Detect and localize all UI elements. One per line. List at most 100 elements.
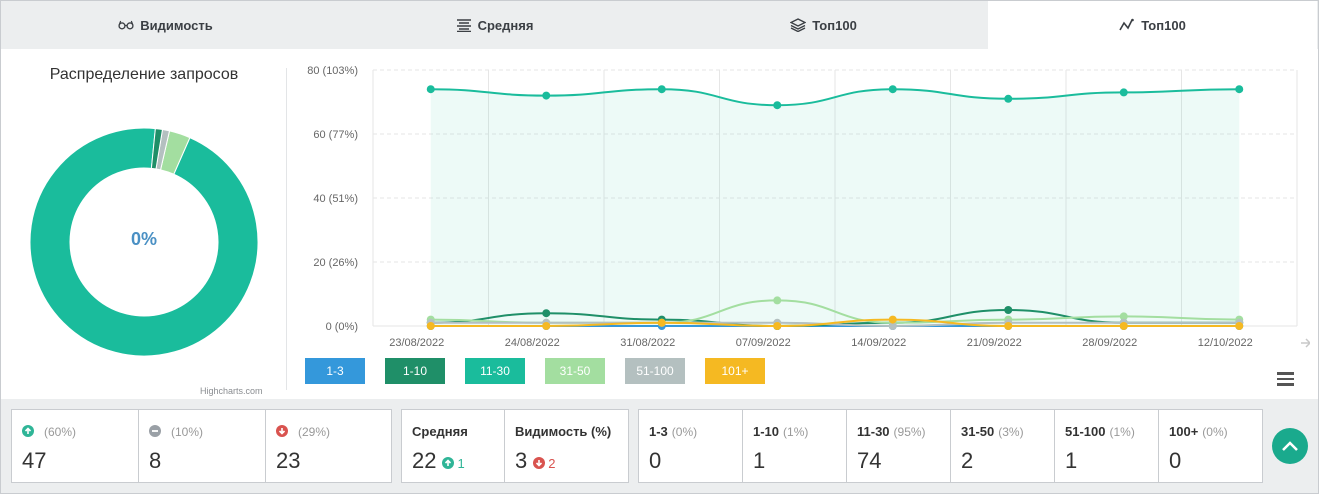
data-point[interactable] [542, 91, 551, 100]
tab-top100-chart[interactable]: Топ100 [988, 1, 1317, 49]
data-point[interactable] [1004, 94, 1013, 103]
trend-same-pct: (10%) [171, 425, 204, 439]
x-tick-label: 28/09/2022 [1082, 337, 1137, 349]
arrow-up-circle-icon [22, 425, 34, 437]
x-tick-label: 21/09/2022 [967, 337, 1022, 349]
data-point[interactable] [1235, 85, 1244, 94]
data-point[interactable] [542, 309, 551, 318]
tab-bar: Видимость Средняя Топ100 Топ100 [1, 1, 1318, 49]
data-point[interactable] [773, 296, 782, 305]
legend-item-31-50[interactable]: 31-50 [545, 358, 605, 384]
legend-item-51-100[interactable]: 51-100 [625, 358, 685, 384]
y-tick-label: 60 (77%) [313, 129, 358, 141]
data-point[interactable] [888, 315, 897, 324]
tab-label: Топ100 [812, 17, 857, 33]
trend-same-value: 8 [149, 448, 162, 473]
data-point[interactable] [888, 322, 897, 330]
scroll-to-top-button[interactable] [1272, 428, 1308, 464]
series-11-30 [426, 85, 1244, 326]
y-tick-label: 40 (51%) [313, 193, 358, 205]
visibility-label: Видимость (%) [515, 424, 612, 439]
trend-down-value: 23 [276, 448, 301, 473]
tab-visibility[interactable]: Видимость [1, 1, 330, 49]
data-point[interactable] [1119, 322, 1128, 330]
legend-item-1-3[interactable]: 1-3 [305, 358, 365, 384]
line-chart: 0 (0%) 20 (26%) 40 (51%) 60 (77%) 80 (103%) 2… [307, 65, 1310, 349]
data-point[interactable] [657, 85, 666, 94]
series-101+ [426, 315, 1244, 330]
data-point[interactable] [1004, 306, 1013, 314]
data-point[interactable] [773, 322, 782, 330]
bucket-value: 1 [1065, 448, 1078, 473]
legend-item-11-30[interactable]: 11-30 [465, 358, 525, 384]
chart-scroll-right-icon[interactable] [1301, 338, 1310, 348]
data-point[interactable] [1119, 88, 1128, 97]
trend-down-pct: (29%) [298, 425, 331, 439]
x-tick-label: 24/08/2022 [505, 337, 560, 349]
chevron-up-icon [1282, 441, 1298, 451]
data-point[interactable] [773, 101, 782, 110]
summary-box: Средняя 22 1 Видимость (%) 3 2 [401, 409, 629, 483]
trend-same-cell: (10%) 8 [139, 410, 266, 482]
bucket-cell: 51-100 (1%) 1 [1055, 410, 1159, 482]
average-cell: Средняя 22 1 [402, 410, 505, 482]
trend-down-cell: (29%) 23 [266, 410, 391, 482]
bucket-pct: (3%) [998, 425, 1024, 439]
x-tick-label: 12/10/2022 [1198, 337, 1253, 349]
series-line-101+ [430, 318, 1240, 328]
data-point[interactable] [426, 85, 435, 94]
arrow-up-circle-icon [442, 457, 455, 469]
donut-chart [29, 127, 259, 357]
data-point[interactable] [542, 322, 551, 330]
data-point[interactable] [1235, 322, 1244, 330]
highcharts-credits[interactable]: Highcharts.com [200, 386, 263, 396]
data-point[interactable] [657, 318, 666, 327]
bucket-cell: 11-30 (95%) 74 [847, 410, 951, 482]
data-point[interactable] [1004, 322, 1013, 330]
minus-circle-icon [149, 425, 161, 437]
chart-menu-icon[interactable] [1277, 372, 1294, 386]
bucket-cell: 1-3 (0%) 0 [639, 410, 743, 482]
line-chart-icon [1119, 18, 1134, 31]
y-tick-label: 20 (26%) [313, 257, 358, 269]
x-tick-label: 07/09/2022 [736, 337, 791, 349]
bucket-value: 74 [857, 448, 882, 473]
bucket-cell: 31-50 (3%) 2 [951, 410, 1055, 482]
data-point[interactable] [888, 85, 897, 94]
tab-label: Топ100 [1141, 17, 1186, 33]
bucket-pct: (0%) [671, 425, 698, 439]
x-tick-label: 23/08/2022 [389, 337, 444, 349]
trend-box: (60%) 47 (10%) 8 (29%) 23 [11, 409, 392, 483]
data-point[interactable] [1119, 312, 1128, 321]
average-label: Средняя [412, 424, 468, 439]
data-point[interactable] [426, 322, 435, 330]
bucket-label: 11-30 [857, 424, 890, 439]
donut-title: Распределение запросов [49, 66, 239, 83]
list-icon [456, 19, 471, 32]
donut-slice-11-30[interactable] [29, 127, 259, 357]
bucket-label: 31-50 [961, 424, 995, 439]
y-tick-label: 0 (0%) [326, 321, 358, 333]
bucket-label: 51-100 [1065, 424, 1106, 439]
x-tick-label: 31/08/2022 [620, 337, 675, 349]
bucket-value: 1 [753, 448, 766, 473]
donut-slice-31-50[interactable] [159, 130, 191, 175]
legend-item-101+[interactable]: 101+ [705, 358, 765, 384]
trend-up-value: 47 [22, 448, 47, 473]
tab-top100-layers[interactable]: Топ100 [659, 1, 988, 49]
series-area-11-30 [430, 89, 1240, 326]
bucket-cell: 1-10 (1%) 1 [743, 410, 847, 482]
donut-center-value: 0% [130, 229, 157, 249]
bucket-label: 100+ [1169, 424, 1199, 439]
visibility-cell: Видимость (%) 3 2 [505, 410, 628, 482]
series-line-11-30 [430, 88, 1240, 107]
tab-average[interactable]: Средняя [330, 1, 659, 49]
x-tick-label: 14/09/2022 [851, 337, 906, 349]
buckets-box: 1-3 (0%) 0 1-10 (1%) 1 11-30 (95%) 74 31-50… [638, 409, 1263, 483]
bucket-pct: (1%) [1109, 425, 1135, 439]
average-value: 22 [412, 448, 437, 473]
legend-item-1-10[interactable]: 1-10 [385, 358, 445, 384]
arrow-down-circle-icon [533, 457, 546, 469]
donut-slice-1-10[interactable] [150, 128, 164, 170]
